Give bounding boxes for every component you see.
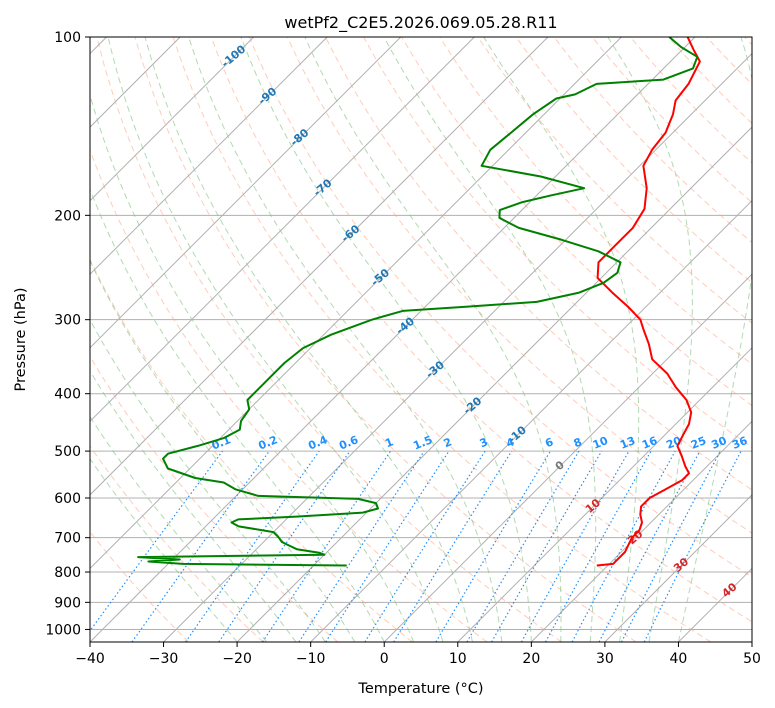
moist-adiabat-line: [90, 259, 356, 642]
moist-adiabat-line: [90, 369, 297, 642]
mixing-ratio-line: [90, 450, 223, 632]
moist-adiabat-line: [90, 318, 326, 642]
dry-adiabat-line: [90, 445, 264, 642]
dry-adiabat-line: [134, 37, 637, 642]
mixing-ratio-label: 25: [689, 434, 708, 452]
mixing-ratio-label: 10: [591, 434, 610, 452]
moist-adiabat-line: [90, 415, 267, 642]
dewpoint-profile-line: [137, 37, 699, 567]
mixing-ratio-label: 30: [710, 434, 729, 452]
isotherm-line: [90, 37, 549, 496]
x-tick-label: −40: [75, 651, 105, 667]
dry-adiabat-line: [90, 258, 413, 642]
mixing-ratio-line: [545, 450, 652, 642]
y-axis-title: Pressure (hPa): [13, 287, 29, 391]
isotherm-line: [90, 37, 475, 423]
isotherm-line: [383, 273, 752, 642]
sounding-profiles: [137, 37, 701, 567]
isotherm-line: [90, 37, 328, 275]
mixing-ratio-line: [643, 450, 742, 642]
mixing-ratio-line: [218, 450, 351, 642]
isotherm-line: [90, 37, 402, 349]
isotherm-line: [90, 37, 255, 202]
mixing-ratio-label: 3: [478, 435, 490, 450]
moist-adiabat-line: [677, 37, 752, 642]
mixing-ratio-label: 16: [640, 434, 659, 452]
x-tick-label: 10: [449, 651, 467, 667]
y-tick-label: 1000: [45, 622, 81, 638]
moist-adiabat-line: [483, 37, 640, 642]
y-tick-label: 800: [54, 565, 81, 581]
mixing-ratio-line: [298, 450, 425, 642]
mixing-ratio-lines: [90, 450, 742, 642]
x-tick-label: 30: [596, 651, 614, 667]
moist-adiabat-line: [304, 37, 562, 642]
moist-adiabat-line: [144, 37, 473, 642]
moist-adiabat-line: [90, 188, 385, 642]
isotherm-line: [236, 126, 752, 642]
mixing-ratio-label: 36: [730, 434, 749, 452]
dry-adiabat-line: [363, 37, 752, 449]
isotherm-line: [163, 52, 752, 642]
moist-adiabat-line: [188, 37, 503, 642]
dry-adiabat-line: [477, 37, 752, 324]
plot-area: -100-90-80-70-60-50-40-30-20-10010203040…: [90, 37, 752, 642]
isotherm-line: [530, 420, 752, 642]
dry-adiabat-line: [591, 37, 752, 204]
moist-adiabats: [90, 37, 752, 642]
x-tick-label: −30: [149, 651, 179, 667]
isotherm-line: [604, 494, 752, 642]
dry-adiabat-line: [248, 37, 752, 578]
mixing-ratio-labels: 0.1 0.2 0.4 0.6 1 1.5 2 3 4 6 8 10 13 16 20 25 30 36: [210, 433, 750, 452]
pressure-gridlines: [90, 37, 752, 630]
mixing-ratio-line: [131, 450, 270, 642]
x-tick-label: 50: [743, 651, 761, 667]
x-tick-label: −10: [296, 651, 326, 667]
dry-adiabat-line: [629, 37, 752, 164]
y-tick-label: 500: [54, 444, 81, 460]
y-tick-label: 700: [54, 531, 81, 547]
x-axis-title: Temperature (°C): [357, 681, 483, 697]
plot-frame: [89, 36, 753, 643]
mixing-ratio-line: [520, 450, 630, 642]
isotherm-line: [90, 37, 696, 642]
dry-adiabat-line: [325, 37, 752, 491]
moist-adiabat-line: [240, 37, 532, 642]
mixing-ratio-line: [185, 450, 320, 642]
mixing-ratio-line: [325, 450, 450, 642]
x-tick-label: 0: [380, 651, 389, 667]
y-tick-label: 600: [54, 491, 81, 507]
isotherm-line: [457, 347, 752, 642]
dry-adiabat-line: [401, 37, 752, 407]
moist-adiabat-line: [383, 37, 597, 642]
mixing-ratio-line: [393, 450, 513, 642]
moist-adiabat-line: [607, 37, 693, 642]
y-tick-label: 300: [54, 313, 81, 329]
y-tick-label: 200: [54, 208, 81, 224]
moist-adiabat-line: [90, 457, 238, 642]
chart-title: wetPf2_C2E5.2026.069.05.28.R11: [284, 13, 557, 33]
mixing-ratio-label: 1: [383, 435, 395, 450]
dry-adiabat-line: [96, 37, 562, 642]
x-tick-label: 20: [522, 651, 540, 667]
temperature-profile-line: [596, 37, 701, 567]
y-tick-label: 400: [54, 387, 81, 403]
mixing-ratio-label: 8: [572, 435, 584, 450]
y-tick-label: 100: [54, 30, 81, 46]
mixing-ratio-line: [261, 450, 391, 642]
x-tick-label: −20: [222, 651, 252, 667]
y-axis: 100 200 300 400 500 600 700 800 900 1000: [45, 30, 90, 638]
x-tick-label: 40: [670, 651, 688, 667]
isotherm-line: [310, 199, 752, 642]
mixing-ratio-label: 13: [618, 434, 637, 452]
y-tick-label: 900: [54, 595, 81, 611]
moist-adiabat-line: [107, 37, 444, 642]
mixing-ratio-label: 2: [442, 435, 454, 450]
x-axis: −40 −30 −20 −10 0 10 20 30 40 50: [75, 642, 761, 667]
